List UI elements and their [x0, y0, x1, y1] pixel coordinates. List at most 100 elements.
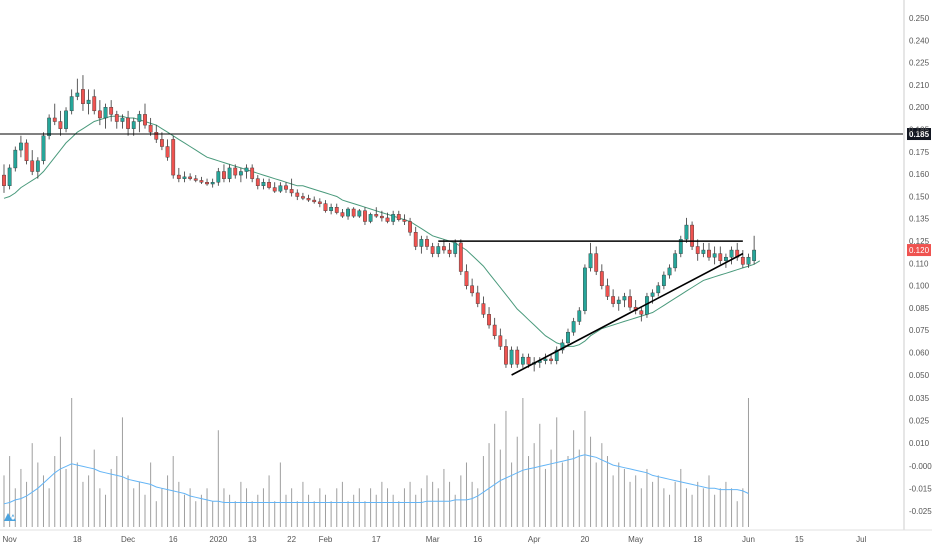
price-tick-label: 0.160 [909, 170, 930, 179]
candle-up [238, 171, 243, 176]
candle-up [673, 253, 678, 269]
candle-down [272, 187, 277, 192]
resistance-price-label: 0.185 [909, 130, 930, 139]
price-tick-label: 0.100 [909, 282, 930, 291]
candle-up [752, 249, 757, 261]
candle-up [69, 96, 74, 112]
candle-down [267, 182, 271, 188]
price-tick-label: 0.185 [909, 126, 930, 135]
date-tick-label: 16 [169, 535, 178, 544]
resistance-price-tag [907, 128, 931, 141]
candle-down [301, 196, 305, 199]
date-tick-label: Jul [856, 535, 866, 544]
candle-up [35, 160, 40, 172]
candle-up [216, 171, 221, 183]
candle-up [137, 114, 142, 122]
candle-down [408, 221, 412, 233]
last-price-tag [907, 244, 931, 257]
candle-down [154, 132, 159, 140]
candle-down [92, 96, 97, 112]
candle-down [233, 167, 238, 176]
candle-down [176, 174, 181, 179]
candle-down [351, 208, 356, 217]
volume-tick-label: 0.010 [909, 439, 930, 448]
volume-tick-label: -0.000 [909, 462, 932, 471]
candle-down [526, 356, 531, 365]
candle-down [323, 203, 328, 211]
candle-up [13, 149, 18, 169]
candle-down [628, 296, 632, 308]
volume-pane [3, 398, 749, 527]
candle-up [41, 135, 46, 161]
candle-down [193, 178, 198, 181]
candle-up [86, 99, 91, 104]
candle-down [396, 214, 401, 220]
candle-up [436, 246, 441, 254]
candle-down [492, 324, 497, 336]
candle-up [577, 310, 582, 322]
candle-up [667, 267, 672, 276]
candle-down [81, 89, 85, 104]
candle-up [357, 210, 362, 217]
price-tick-label: 0.135 [909, 215, 930, 224]
date-tick-label: 18 [693, 535, 702, 544]
grid-layer [0, 0, 932, 531]
candle-up [712, 253, 717, 258]
candle-up [520, 356, 525, 365]
candle-down [447, 249, 452, 254]
date-tick-label: Nov [3, 535, 17, 544]
candle-up [278, 185, 283, 192]
candle-up [509, 349, 514, 365]
candle-up [75, 92, 80, 97]
date-tick-label: 15 [795, 535, 804, 544]
last-price-label: 0.120 [909, 246, 930, 255]
price-tick-label: 0.250 [909, 14, 930, 23]
candle-up [368, 214, 373, 222]
tradingview-logo-icon [4, 513, 16, 521]
candle-down [515, 349, 520, 365]
candle-down [2, 174, 6, 186]
price-tick-label: 0.060 [909, 349, 930, 358]
candle-up [64, 110, 68, 129]
candle-down [30, 160, 35, 172]
trendlines: 0.185 0.120 [0, 128, 931, 376]
date-tick-label: 2020 [209, 535, 227, 544]
candle-down [605, 285, 610, 297]
candle-down [222, 171, 226, 179]
candle-down [707, 249, 711, 258]
candle-down [148, 124, 153, 133]
axes: 0.250 0.240 0.225 0.210 0.200 0.185 0.175 0.160… [3, 14, 932, 544]
candle-down [504, 346, 508, 365]
triangle-support-line [511, 252, 744, 376]
candle-up [650, 292, 655, 297]
candle-down [317, 201, 322, 204]
candle-down [58, 121, 63, 129]
candle-down [385, 217, 390, 222]
price-tick-label: 0.240 [909, 36, 930, 45]
candle-down [312, 199, 317, 203]
candle-down [295, 192, 300, 197]
candle-up [453, 242, 458, 254]
candle-down [442, 246, 446, 251]
volume-tick-label: -0.015 [909, 484, 932, 493]
candle-up [684, 224, 689, 240]
candle-down [114, 114, 119, 122]
candles [2, 75, 757, 372]
candle-down [255, 178, 260, 186]
candle-up [678, 239, 683, 254]
candle-down [690, 224, 694, 247]
candle-down [24, 142, 29, 161]
candle-down [379, 215, 384, 219]
candle-down [402, 219, 407, 222]
date-tick-label: 18 [73, 535, 82, 544]
candle-up [103, 107, 108, 119]
candle-down [250, 167, 255, 179]
volume-ma-line [3, 454, 749, 505]
candle-down [430, 246, 435, 254]
candle-down [481, 303, 486, 315]
candle-up [560, 342, 565, 351]
candle-down [464, 271, 469, 286]
candle-up [391, 214, 396, 222]
candle-up [120, 117, 125, 122]
